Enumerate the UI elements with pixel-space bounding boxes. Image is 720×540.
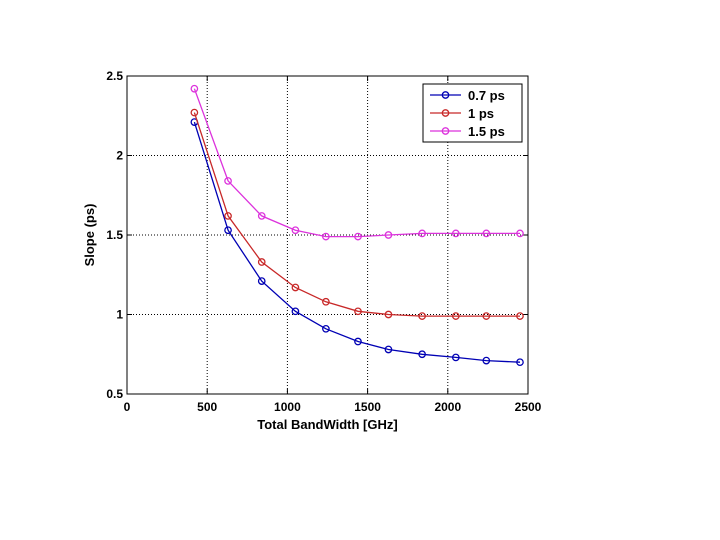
legend-swatch-marker	[441, 127, 450, 135]
data-point	[354, 232, 362, 241]
data-point	[482, 312, 491, 320]
x-tick-label: 500	[197, 400, 217, 414]
y-tick-label: 0.5	[106, 387, 123, 401]
y-axis-label: Slope (ps)	[82, 204, 97, 267]
data-point	[516, 312, 524, 320]
x-tick-label: 0	[124, 400, 131, 414]
data-point	[418, 350, 426, 359]
legend-entry-label: 1.5 ps	[468, 124, 505, 139]
data-point	[482, 229, 491, 238]
data-point	[384, 310, 393, 319]
x-axis-label: Total BandWidth [GHz]	[257, 417, 397, 432]
data-point	[418, 312, 426, 320]
series-1	[190, 108, 524, 320]
legend-entry-label: 0.7 ps	[468, 88, 505, 103]
data-point	[451, 229, 460, 238]
y-tick-label: 2.5	[106, 69, 123, 83]
data-point	[257, 258, 266, 266]
data-point	[257, 277, 266, 285]
data-point	[384, 345, 393, 354]
data-point	[291, 226, 300, 235]
series-layer	[190, 84, 524, 367]
data-point	[516, 229, 524, 238]
data-point	[451, 353, 460, 362]
data-point	[322, 232, 330, 241]
data-point	[322, 324, 330, 333]
data-point	[384, 231, 393, 239]
x-tick-label: 2000	[434, 400, 461, 414]
series-2	[190, 84, 524, 241]
data-point	[418, 229, 426, 238]
y-tick-label: 2	[116, 149, 123, 163]
data-point	[354, 307, 362, 316]
x-tick-label: 1000	[274, 400, 301, 414]
data-point	[451, 312, 460, 320]
legend-swatch-marker	[441, 91, 450, 99]
data-point	[190, 108, 199, 117]
data-point	[482, 356, 491, 365]
data-point	[291, 283, 300, 292]
data-point	[224, 226, 232, 235]
data-point	[516, 358, 524, 367]
y-tick-label: 1	[116, 308, 123, 322]
data-point	[322, 297, 330, 306]
legend-entry-label: 1 ps	[468, 106, 494, 121]
data-point	[224, 177, 232, 185]
data-point	[291, 307, 300, 316]
x-tick-label: 2500	[515, 400, 542, 414]
legend-swatch-marker	[441, 109, 450, 117]
series-0	[190, 118, 524, 367]
series-line	[193, 112, 520, 317]
data-point	[190, 84, 199, 93]
legend: 0.7 ps 1 ps 1.5 ps	[422, 83, 523, 143]
data-point	[224, 212, 232, 220]
data-point	[257, 212, 266, 220]
x-tick-label: 1500	[354, 400, 381, 414]
data-point	[354, 337, 362, 346]
axis-ticks: 0 500 1000 1500 2000 2500 0.5 1 1.5 2 2.5	[106, 69, 541, 414]
series-line	[193, 88, 520, 238]
y-tick-label: 1.5	[106, 228, 123, 242]
grid-lines	[127, 76, 528, 394]
series-line	[193, 121, 521, 363]
